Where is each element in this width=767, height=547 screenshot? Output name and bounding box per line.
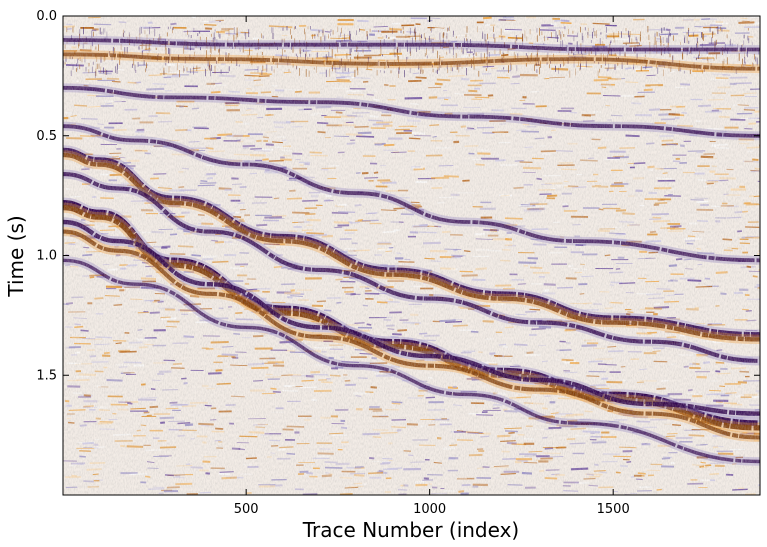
x-axis-label: Trace Number (index) bbox=[302, 518, 519, 542]
x-axis: 500 1000 1500 bbox=[234, 16, 630, 517]
x-tick-label: 500 bbox=[234, 502, 259, 517]
y-tick-label: 0.5 bbox=[36, 129, 57, 144]
x-tick-label: 1000 bbox=[413, 502, 446, 517]
y-tick-label: 1.0 bbox=[36, 249, 57, 264]
y-axis: 0.0 0.5 1.0 1.5 bbox=[36, 9, 760, 383]
y-tick-label: 0.0 bbox=[36, 9, 57, 24]
x-tick-label: 1500 bbox=[597, 502, 630, 517]
noise-stroke bbox=[759, 50, 760, 53]
y-axis-label: Time (s) bbox=[4, 215, 28, 297]
y-tick-label: 1.5 bbox=[36, 368, 57, 383]
grain-overlay bbox=[63, 16, 760, 495]
plot-area bbox=[62, 15, 761, 496]
